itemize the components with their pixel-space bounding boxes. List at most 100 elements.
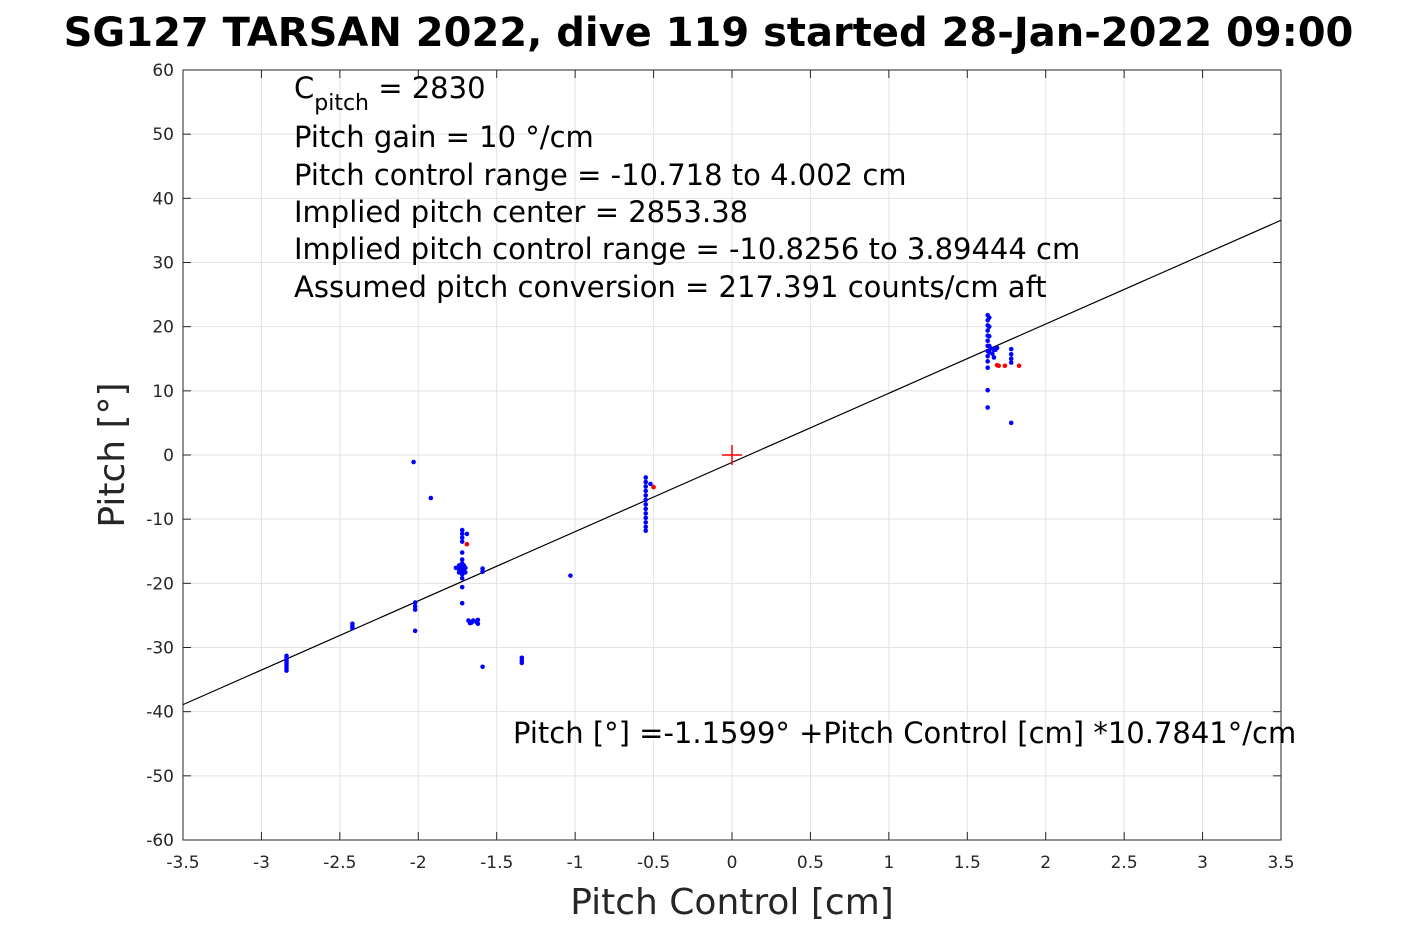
x-tick-label: 1 xyxy=(883,853,894,873)
data-point xyxy=(1008,346,1014,352)
x-tick-label: -1 xyxy=(567,853,584,873)
chart-title: SG127 TARSAN 2022, dive 119 started 28-J… xyxy=(64,10,1354,56)
x-axis-label: Pitch Control [cm] xyxy=(570,882,894,923)
x-tick-label: 1.5 xyxy=(954,853,981,873)
data-point xyxy=(459,539,465,544)
data-point xyxy=(643,484,649,489)
data-point xyxy=(651,484,656,490)
y-tick-label: 0 xyxy=(163,446,174,466)
y-tick-label: -60 xyxy=(146,831,174,851)
x-tick-label: -2.5 xyxy=(323,853,356,873)
data-point xyxy=(411,459,416,465)
data-point xyxy=(463,570,468,575)
data-point xyxy=(480,664,485,670)
data-point xyxy=(463,565,468,571)
data-point xyxy=(643,515,649,521)
y-tick-label: 10 xyxy=(152,382,174,402)
data-point xyxy=(643,475,649,480)
data-point xyxy=(643,528,649,534)
data-point xyxy=(986,324,992,329)
pitch-gain-annotation: Pitch gain = 10 °/cm xyxy=(294,120,594,154)
cpitch-value: = 2830 xyxy=(369,71,486,105)
data-point xyxy=(986,315,992,320)
data-point xyxy=(1008,360,1014,365)
x-tick-label: -3 xyxy=(253,853,270,873)
y-tick-label: -30 xyxy=(146,639,174,659)
x-tick-label: 2 xyxy=(1040,853,1051,873)
implied-pitch-range-annotation: Implied pitch control range = -10.8256 t… xyxy=(294,232,1080,266)
y-tick-label: -40 xyxy=(146,703,174,723)
x-tick-label: 2.5 xyxy=(1111,853,1138,873)
implied-pitch-center-annotation: Implied pitch center = 2853.38 xyxy=(294,195,748,229)
data-point xyxy=(1016,363,1022,369)
data-point xyxy=(643,479,649,485)
x-axis-ticks: -3.5 -3 -2.5 -2 -1.5 -1 -0.5 0 0.5 1 1.5 2 2.5 3 3.5 xyxy=(166,70,1295,873)
data-point xyxy=(643,520,649,525)
data-point xyxy=(990,351,995,356)
fit-equation-annotation: Pitch [°] =-1.1599° +Pitch Control [cm] … xyxy=(513,716,1296,750)
y-tick-label: 30 xyxy=(152,254,174,274)
data-point xyxy=(459,531,465,537)
data-point xyxy=(480,566,485,571)
data-point xyxy=(453,565,459,571)
x-tick-label: 0.5 xyxy=(797,853,824,873)
pitch-conversion-annotation: Assumed pitch conversion = 217.391 count… xyxy=(294,270,1047,304)
data-point xyxy=(985,387,990,393)
center-marker xyxy=(722,445,742,465)
data-point xyxy=(464,541,470,547)
data-point xyxy=(1008,356,1014,362)
data-point xyxy=(519,660,525,666)
y-tick-label: -20 xyxy=(146,574,174,594)
data-point xyxy=(284,668,289,673)
data-point xyxy=(412,600,418,605)
data-point xyxy=(643,488,649,494)
data-point xyxy=(459,600,465,606)
data-point xyxy=(643,497,649,503)
y-axis-label: Pitch [°] xyxy=(92,382,133,527)
data-point xyxy=(643,493,649,498)
y-tick-label: -10 xyxy=(146,510,174,530)
grid xyxy=(182,69,1282,841)
data-point xyxy=(459,535,465,541)
cpitch-main: C xyxy=(294,71,314,105)
data-point xyxy=(412,604,418,609)
x-tick-label: -2 xyxy=(410,853,427,873)
data-point xyxy=(1008,420,1014,426)
x-tick-label: 3.5 xyxy=(1267,853,1294,873)
data-point xyxy=(412,628,418,634)
data-point xyxy=(643,502,649,507)
data-point xyxy=(568,573,573,578)
data-point xyxy=(480,569,485,575)
y-tick-label: 50 xyxy=(152,125,174,145)
data-point xyxy=(459,557,465,562)
data-point xyxy=(643,506,649,512)
cpitch-subscript: pitch xyxy=(314,91,369,116)
data-point xyxy=(985,328,990,333)
data-point xyxy=(428,495,434,501)
data-point xyxy=(996,363,1001,369)
data-point xyxy=(459,527,465,533)
data-points xyxy=(284,312,1022,673)
data-point xyxy=(284,653,289,659)
data-point xyxy=(985,338,990,344)
data-point xyxy=(986,333,992,339)
x-tick-label: -3.5 xyxy=(166,853,199,873)
data-point xyxy=(643,524,649,530)
data-point xyxy=(985,365,990,371)
data-point xyxy=(459,550,465,555)
data-point xyxy=(475,617,481,623)
y-tick-label: 20 xyxy=(152,318,174,338)
y-tick-label: 40 xyxy=(152,189,174,209)
data-point xyxy=(643,511,649,516)
data-point xyxy=(1002,363,1008,369)
data-point xyxy=(350,625,355,631)
data-point xyxy=(648,481,653,487)
x-tick-label: 0 xyxy=(727,853,738,873)
data-point xyxy=(459,575,465,581)
x-tick-label: 3 xyxy=(1197,853,1208,873)
cpitch-annotation: Cpitch = 2830 xyxy=(294,71,486,116)
data-point xyxy=(475,621,481,627)
y-tick-label: -50 xyxy=(146,767,174,787)
pitch-control-range-annotation: Pitch control range = -10.718 to 4.002 c… xyxy=(294,158,907,192)
